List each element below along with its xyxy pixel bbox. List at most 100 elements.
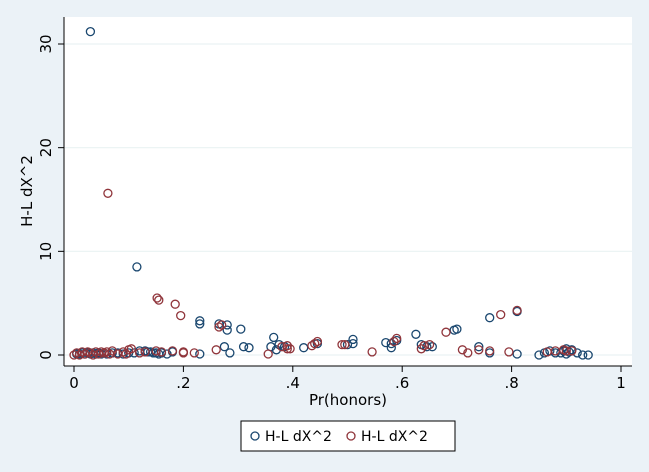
series-1-point-59 — [474, 342, 484, 352]
legend-box — [240, 420, 456, 452]
series-1-point-38 — [244, 343, 254, 353]
y-tick-label-0: 0 — [37, 350, 55, 360]
series-2-point-49 — [416, 344, 426, 354]
series-2-point-26 — [140, 347, 150, 357]
series-2-point-58 — [504, 347, 514, 357]
series-2-point-1 — [152, 293, 162, 303]
series-2-point-35 — [217, 320, 227, 330]
series-2-point-43 — [312, 336, 323, 347]
x-tick-label-4: .8 — [504, 374, 518, 392]
series-2-point-47 — [389, 336, 399, 347]
series-1-point-1 — [132, 262, 142, 272]
series-2-point-38 — [282, 344, 292, 354]
series-1-point-40 — [269, 332, 279, 343]
series-1-point-37 — [238, 342, 249, 352]
series-2-point-2 — [154, 295, 164, 305]
series-2-point-45 — [340, 339, 350, 350]
y-axis-label: H-L dX^2 — [18, 155, 36, 227]
series-2-point-4 — [176, 310, 186, 321]
series-1-point-74 — [572, 348, 582, 358]
x-axis: 0 .2 .4 .6 .8 1 — [69, 366, 626, 392]
series-1-point-30 — [195, 349, 205, 359]
series-2-point-36 — [263, 349, 273, 359]
y-tick-label-2: 20 — [37, 138, 55, 157]
series-1-point-36 — [236, 324, 246, 334]
series-2-point-19 — [107, 346, 117, 356]
series-1-point-53 — [411, 329, 421, 339]
series-2-point-40 — [285, 344, 295, 354]
x-tick-label-3: .6 — [395, 374, 409, 392]
series-2-point-53 — [457, 345, 468, 355]
gridlines — [64, 43, 632, 356]
series-2-point-33 — [211, 345, 221, 355]
series-2-point-0 — [103, 188, 113, 198]
series-2-point-56 — [485, 346, 495, 356]
series-1-point-29 — [195, 319, 205, 329]
series-2-point-5 — [69, 350, 79, 360]
series-1-point-51 — [386, 338, 396, 349]
series-2-point-55 — [474, 345, 484, 355]
series-2-point-59 — [512, 305, 522, 316]
series-1-point-62 — [512, 349, 522, 359]
series-1-point-32 — [219, 342, 230, 352]
series-2-point-48 — [392, 333, 402, 344]
series-2-point-54 — [463, 348, 473, 358]
series-2-point-29 — [167, 346, 178, 356]
series-2-point-44 — [337, 339, 347, 350]
legend: H-L dX^2 H-L dX^2 — [240, 420, 456, 452]
series-2-point-7 — [74, 350, 85, 360]
series-1-point-48 — [348, 334, 358, 345]
data-points — [69, 26, 593, 360]
series-1-point-26 — [162, 349, 172, 359]
series-2-point-64 — [567, 346, 577, 356]
legend-label-2: H-L dX^2 — [361, 429, 428, 445]
series-1-point-50 — [386, 343, 396, 353]
legend-marker-2 — [346, 431, 356, 441]
series-2-point-63 — [561, 346, 571, 356]
series-2-point-52 — [441, 327, 451, 337]
series-1-point-46 — [342, 339, 353, 350]
series-2-point-27 — [151, 346, 161, 356]
series-2-point-3 — [170, 299, 180, 309]
x-tick-label-0: 0 — [69, 374, 79, 392]
series-1-point-44 — [299, 343, 309, 353]
series-1-point-28 — [195, 316, 205, 326]
series-2-point-34 — [214, 322, 224, 332]
y-axis: 0 10 20 30 — [37, 34, 64, 360]
y-tick-label-3: 30 — [37, 34, 55, 53]
series-1-point-75 — [578, 350, 588, 360]
series-2-point-17 — [102, 347, 112, 357]
series-1-point-60 — [485, 313, 495, 323]
series-2-point-31 — [178, 347, 189, 357]
series-2-point-14 — [93, 349, 104, 359]
series-1-point-76 — [583, 350, 593, 360]
x-tick-label-1: .2 — [176, 374, 190, 392]
legend-label-1: H-L dX^2 — [265, 429, 332, 445]
x-axis-label: Pr(honors) — [309, 391, 387, 409]
series-2-point-51 — [424, 339, 435, 350]
series-2-point-25 — [134, 348, 145, 358]
series-1-point-34 — [222, 320, 232, 330]
series-2-point-12 — [88, 350, 98, 360]
x-tick-label-5: 1 — [616, 374, 626, 392]
series-1-point-58 — [452, 324, 462, 334]
series-1-point-33 — [222, 325, 232, 335]
series-2-point-46 — [367, 347, 377, 357]
series-1-point-35 — [225, 348, 235, 358]
series-2-point-50 — [419, 341, 429, 351]
series-2-point-32 — [189, 348, 199, 358]
series-2-point-39 — [282, 341, 292, 351]
series-1-point-0 — [85, 26, 96, 37]
series-2-point-28 — [156, 347, 167, 357]
series-1-point-41 — [271, 345, 282, 355]
series-2-point-57 — [496, 309, 506, 320]
series-2-point-37 — [277, 342, 287, 352]
y-tick-label-1: 10 — [37, 242, 55, 261]
series-2-point-42 — [310, 338, 320, 349]
series-2-point-21 — [118, 347, 128, 357]
series-2-point-24 — [126, 344, 137, 354]
series-1-point-64 — [534, 350, 544, 360]
x-tick-label-2: .4 — [286, 374, 300, 392]
plot-area — [64, 17, 632, 366]
